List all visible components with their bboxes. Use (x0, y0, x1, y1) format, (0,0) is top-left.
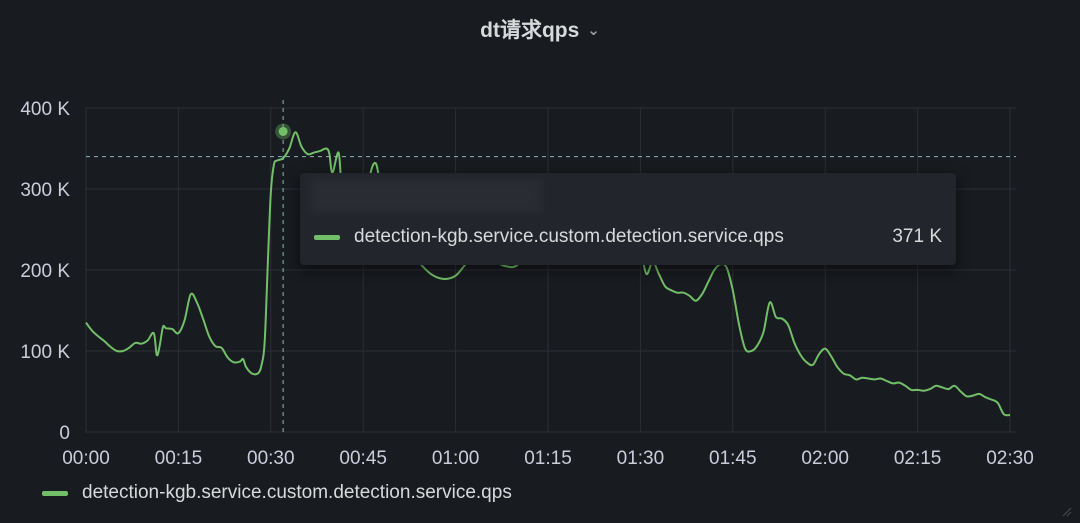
tooltip-series-name: detection-kgb.service.custom.detection.s… (354, 226, 784, 247)
chevron-down-icon[interactable]: ⌄ (587, 22, 600, 39)
chart-tooltip: detection-kgb.service.custom.detection.s… (300, 173, 956, 265)
crosshair (86, 100, 1016, 432)
tooltip-timestamp-blurred (310, 179, 542, 213)
series-line (85, 131, 1011, 417)
panel-title-text: dt请求qps (480, 19, 580, 42)
x-axis: 00:00 00:15 00:30 00:45 01:00 01:15 01:30 01:45… (62, 448, 1034, 469)
x-tick-label: 00:30 (247, 448, 295, 469)
x-tick-label: 00:15 (155, 448, 203, 469)
legend-series-swatch[interactable] (42, 490, 68, 496)
chart-grid (85, 107, 1016, 433)
y-tick-label: 400 K (20, 99, 70, 120)
y-tick-label: 0 (59, 423, 70, 444)
hover-point (278, 126, 288, 136)
x-tick-label: 01:45 (709, 448, 757, 469)
chart-legend[interactable]: detection-kgb.service.custom.detection.s… (42, 481, 512, 505)
tooltip-series-swatch (314, 234, 340, 240)
y-axis: 0 100 K 200 K 300 K 400 K (20, 99, 70, 444)
y-tick-label: 200 K (20, 261, 70, 282)
x-tick-label: 02:30 (986, 448, 1034, 469)
x-tick-label: 01:15 (524, 448, 572, 469)
y-tick-label: 300 K (20, 180, 70, 201)
x-tick-label: 00:00 (62, 448, 110, 469)
x-tick-label: 01:30 (617, 448, 665, 469)
chart-series (85, 131, 1011, 417)
tooltip-value: 371 K (892, 226, 942, 247)
panel-title[interactable]: dt请求qps ⌄ (0, 14, 1080, 44)
x-tick-label: 02:15 (894, 448, 942, 469)
x-tick-label: 02:00 (801, 448, 849, 469)
x-tick-label: 01:00 (432, 448, 480, 469)
x-tick-label: 00:45 (339, 448, 387, 469)
legend-series-label[interactable]: detection-kgb.service.custom.detection.s… (82, 482, 512, 503)
tooltip-row: detection-kgb.service.custom.detection.s… (314, 225, 942, 249)
resize-handle-icon[interactable] (1062, 507, 1072, 517)
y-tick-label: 100 K (20, 342, 70, 363)
